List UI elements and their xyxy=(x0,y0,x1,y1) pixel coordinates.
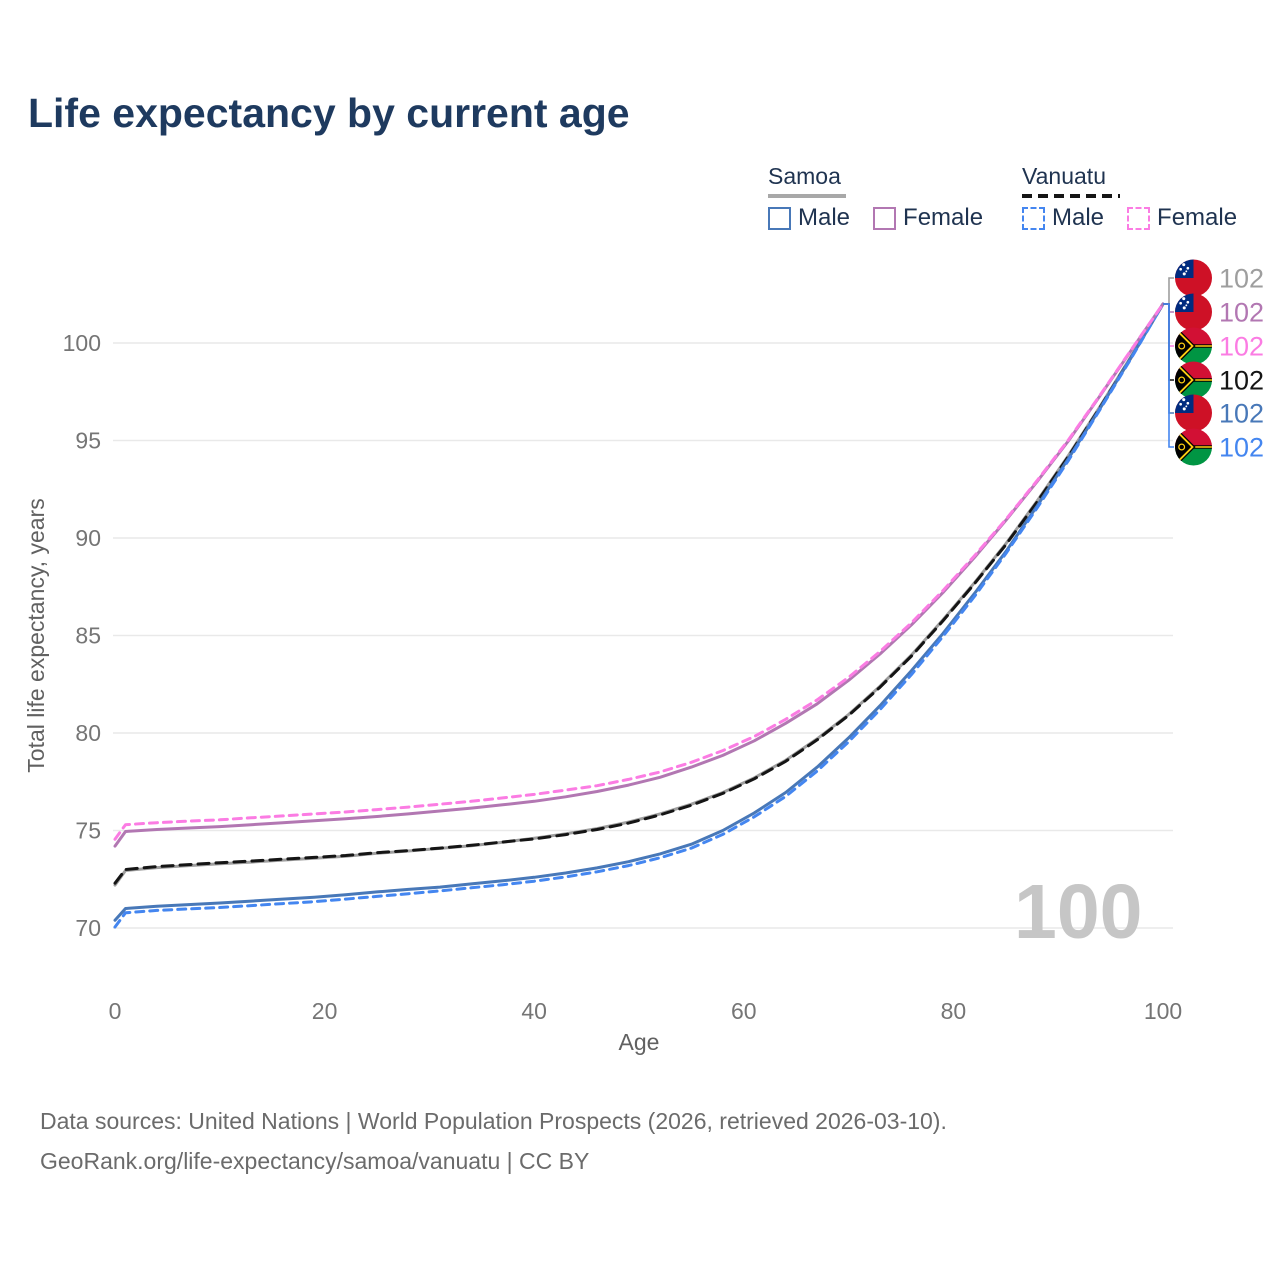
vanuatu-female-swatch-icon xyxy=(1127,206,1151,230)
end-label-value: 102 xyxy=(1219,433,1264,463)
y-tick-label: 70 xyxy=(75,915,101,941)
legend-samoa-linestyle-sample xyxy=(768,194,846,198)
series-line-samoa-female[interactable] xyxy=(113,302,1165,848)
age-watermark: 100 xyxy=(1014,869,1143,955)
legend-item-samoa-female[interactable]: Female xyxy=(873,204,983,232)
legend-group-vanuatu-label: Vanuatu xyxy=(1022,163,1106,189)
legend-item-label: Female xyxy=(1157,204,1238,231)
label-connector xyxy=(1163,277,1174,305)
end-label-value: 102 xyxy=(1219,298,1264,328)
series-lines xyxy=(113,302,1165,929)
y-tick-label: 75 xyxy=(75,818,101,844)
samoa-flag-icon xyxy=(1175,260,1212,297)
x-tick-label: 20 xyxy=(312,998,338,1024)
y-axis: 70 75 80 85 90 95 100 Total life expectancy, ye… xyxy=(23,330,101,941)
y-tick-label: 95 xyxy=(75,428,101,454)
x-tick-label: 0 xyxy=(109,998,122,1024)
footer-datasources: Data sources: United Nations | World Pop… xyxy=(40,1108,947,1134)
x-axis-title: Age xyxy=(619,1029,660,1055)
y-axis-title: Total life expectancy, years xyxy=(23,498,49,772)
end-label-samoa-4: 102 xyxy=(1175,395,1264,432)
legend-item-label: Male xyxy=(798,204,851,231)
footer-attribution: GeoRank.org/life-expectancy/samoa/vanuat… xyxy=(40,1148,590,1174)
legend-vanuatu-linestyle-sample xyxy=(1022,194,1120,198)
y-tick-label: 100 xyxy=(63,330,101,356)
y-tick-label: 80 xyxy=(75,720,101,746)
end-label-samoa-0: 102 xyxy=(1175,260,1264,297)
end-label-value: 102 xyxy=(1219,264,1264,294)
end-label-vanuatu-2: 102 xyxy=(1173,323,1264,368)
x-tick-label: 80 xyxy=(941,998,967,1024)
y-tick-label: 85 xyxy=(75,623,101,649)
legend-group-samoa-label: Samoa xyxy=(768,163,841,189)
x-tick-label: 40 xyxy=(521,998,547,1024)
samoa-female-swatch-icon xyxy=(873,206,897,230)
legend: Samoa Male Female Vanuatu Male F xyxy=(768,163,1248,243)
legend-samoa-items: Male Female xyxy=(768,204,983,232)
end-label-value: 102 xyxy=(1219,332,1264,362)
legend-item-label: Male xyxy=(1052,204,1105,231)
vanuatu-male-swatch-icon xyxy=(1022,206,1045,230)
x-tick-label: 60 xyxy=(731,998,757,1024)
series-line-samoa-total[interactable] xyxy=(113,302,1165,887)
legend-group-samoa: Samoa xyxy=(768,163,846,198)
series-line-vanuatu-female[interactable] xyxy=(113,302,1165,841)
legend-vanuatu-items: Male Female xyxy=(1022,204,1237,232)
end-label-value: 102 xyxy=(1219,366,1264,396)
label-connector xyxy=(1163,303,1174,448)
x-axis: 0 20 40 60 80 100 Age xyxy=(109,998,1183,1055)
samoa-flag-icon xyxy=(1175,395,1212,432)
legend-group-vanuatu: Vanuatu xyxy=(1022,163,1120,198)
legend-item-vanuatu-female[interactable]: Female xyxy=(1127,204,1237,232)
y-tick-label: 90 xyxy=(75,525,101,551)
gridlines xyxy=(113,342,1173,929)
series-line-vanuatu-male[interactable] xyxy=(113,302,1165,929)
series-line-vanuatu-total[interactable] xyxy=(113,302,1165,885)
legend-item-label: Female xyxy=(903,204,984,231)
end-label-vanuatu-3: 102 xyxy=(1173,357,1264,402)
samoa-flag-icon xyxy=(1175,294,1212,331)
series-line-samoa-male[interactable] xyxy=(113,302,1165,922)
vanuatu-flag-icon xyxy=(1173,424,1212,469)
end-label-samoa-1: 102 xyxy=(1175,294,1264,331)
page-title: Life expectancy by current age xyxy=(28,90,630,136)
samoa-male-swatch-icon xyxy=(768,206,791,230)
legend-item-vanuatu-male[interactable]: Male xyxy=(1022,204,1104,232)
end-label-value: 102 xyxy=(1219,399,1264,429)
end-label-vanuatu-5: 102 xyxy=(1173,424,1264,469)
legend-item-samoa-male[interactable]: Male xyxy=(768,204,850,232)
x-tick-label: 100 xyxy=(1144,998,1182,1024)
